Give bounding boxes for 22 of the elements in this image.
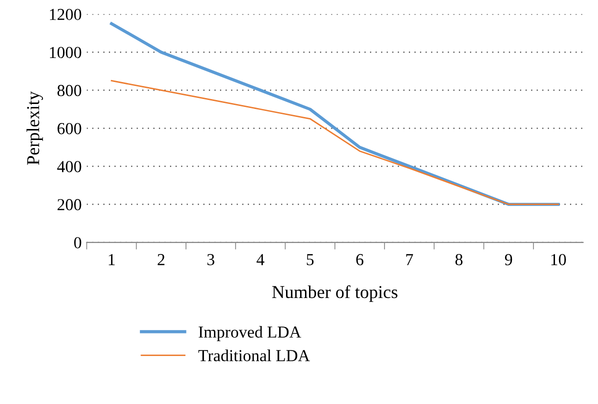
y-tick-label: 1200 (50, 8, 82, 20)
y-tick-label: 0 (74, 237, 82, 248)
legend-label: Traditional LDA (198, 350, 310, 362)
y-tick-label: 800 (57, 84, 82, 96)
x-tick-label: 10 (551, 254, 566, 266)
x-axis-title: Number of topics (272, 285, 398, 302)
line-series (110, 80, 559, 206)
x-tick-label: 7 (406, 254, 414, 266)
x-tick-label: 2 (158, 254, 164, 266)
y-axis-title: Perplexity (26, 91, 43, 165)
x-tick-label: 3 (207, 254, 214, 266)
x-tick-label: 8 (455, 254, 462, 266)
y-tick-label: 600 (58, 122, 82, 134)
legend-label: Improved LDA (198, 326, 302, 342)
x-tick-label: 4 (256, 254, 264, 266)
x-tick-label: 6 (356, 254, 364, 266)
y-tick-label: 400 (57, 161, 82, 172)
x-tick-label: 5 (306, 254, 314, 266)
x-tick-label: 9 (504, 254, 512, 266)
y-tick-label: 1000 (50, 46, 82, 58)
x-tick-label: 1 (108, 254, 115, 266)
y-tick-label: 200 (58, 199, 82, 210)
